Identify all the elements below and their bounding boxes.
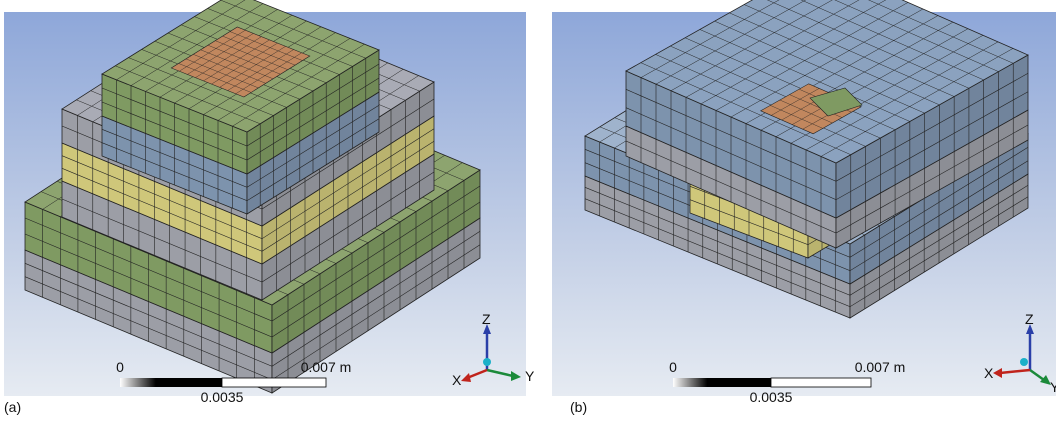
page: 0 0.007 m 0.0035 0 0.007 m 0.0035 Z Y X …	[0, 0, 1056, 422]
scale-start: 0	[669, 359, 677, 375]
scale-bar-dark	[120, 378, 222, 387]
panel-label: (a)	[4, 399, 21, 415]
scale-middle: 0.0035	[750, 389, 793, 405]
scale-end: 0.007 m	[855, 359, 906, 375]
axis-z: Z	[1025, 311, 1034, 327]
axis-z: Z	[482, 311, 491, 327]
scale-start: 0	[116, 359, 124, 375]
panel-label: (b)	[570, 399, 587, 415]
figure: 0 0.007 m 0.0035 0 0.007 m 0.0035 Z Y X …	[0, 0, 1056, 417]
scale-middle: 0.0035	[201, 389, 244, 405]
scale-end: 0.007 m	[301, 359, 352, 375]
axis-x: X	[452, 372, 462, 388]
axis-y: Y	[1050, 379, 1056, 395]
axis-y: Y	[525, 368, 535, 384]
scale-bar-light	[771, 378, 871, 387]
scale-bar-dark	[673, 378, 771, 387]
axis-x: X	[984, 365, 994, 381]
scale-bar-light	[222, 378, 326, 387]
